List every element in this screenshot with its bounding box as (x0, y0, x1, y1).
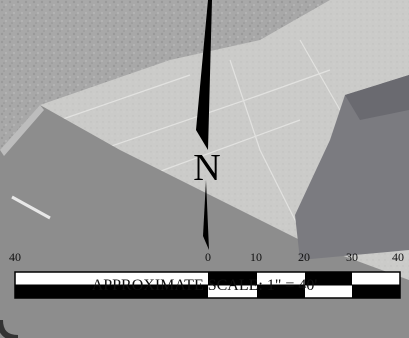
road-curb (0, 105, 44, 156)
north-label: N (193, 147, 220, 189)
scale-caption: APPROXIMATE SCALE: 1" = 40' (91, 277, 318, 294)
scale-tick-label: 20 (298, 250, 310, 264)
building-roof-shade (345, 75, 409, 120)
scale-bar (14, 271, 401, 299)
scale-tick-label: 10 (250, 250, 262, 264)
scale-tick-label: 30 (346, 250, 358, 264)
north-arrow-tail-icon (203, 180, 209, 250)
scale-tick-label: 0 (205, 250, 211, 264)
scale-tick-label: 40 (9, 250, 21, 264)
building-roof (295, 75, 409, 260)
pavement-joints (59, 39, 341, 231)
road-lane-marking (11, 195, 51, 220)
scale-tick-label: 40 (392, 250, 404, 264)
north-arrow-icon (196, 0, 212, 150)
